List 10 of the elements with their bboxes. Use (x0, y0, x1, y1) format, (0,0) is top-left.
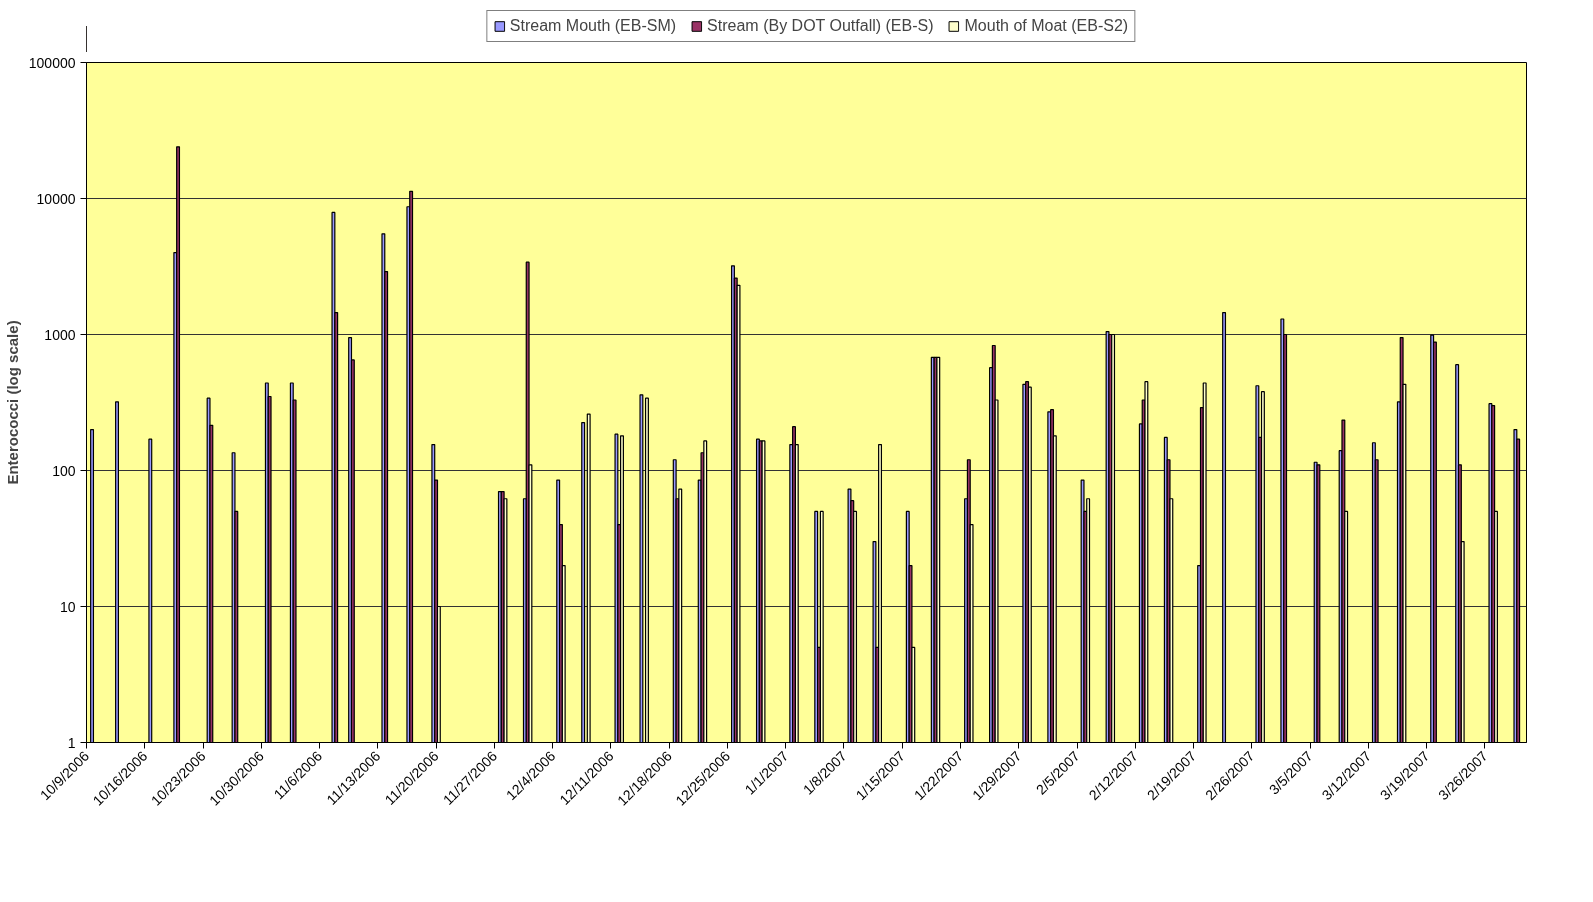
y-tick-label: 10 (59, 598, 76, 615)
y-tick-label: 100000 (28, 54, 76, 71)
legend-label: Stream (By DOT Outfall) (EB-S) (707, 17, 934, 35)
y-tick-label: 1 (67, 734, 76, 751)
y-tick-label: 100 (52, 462, 76, 479)
legend-label: Stream Mouth (EB-SM) (509, 17, 677, 35)
y-tick-label: 10000 (36, 190, 76, 207)
legend-label: Mouth of Moat (EB-S2) (964, 17, 1129, 35)
y-axis-title: Enterococci (log scale) (3, 320, 21, 485)
y-tick-label: 1000 (44, 326, 76, 343)
